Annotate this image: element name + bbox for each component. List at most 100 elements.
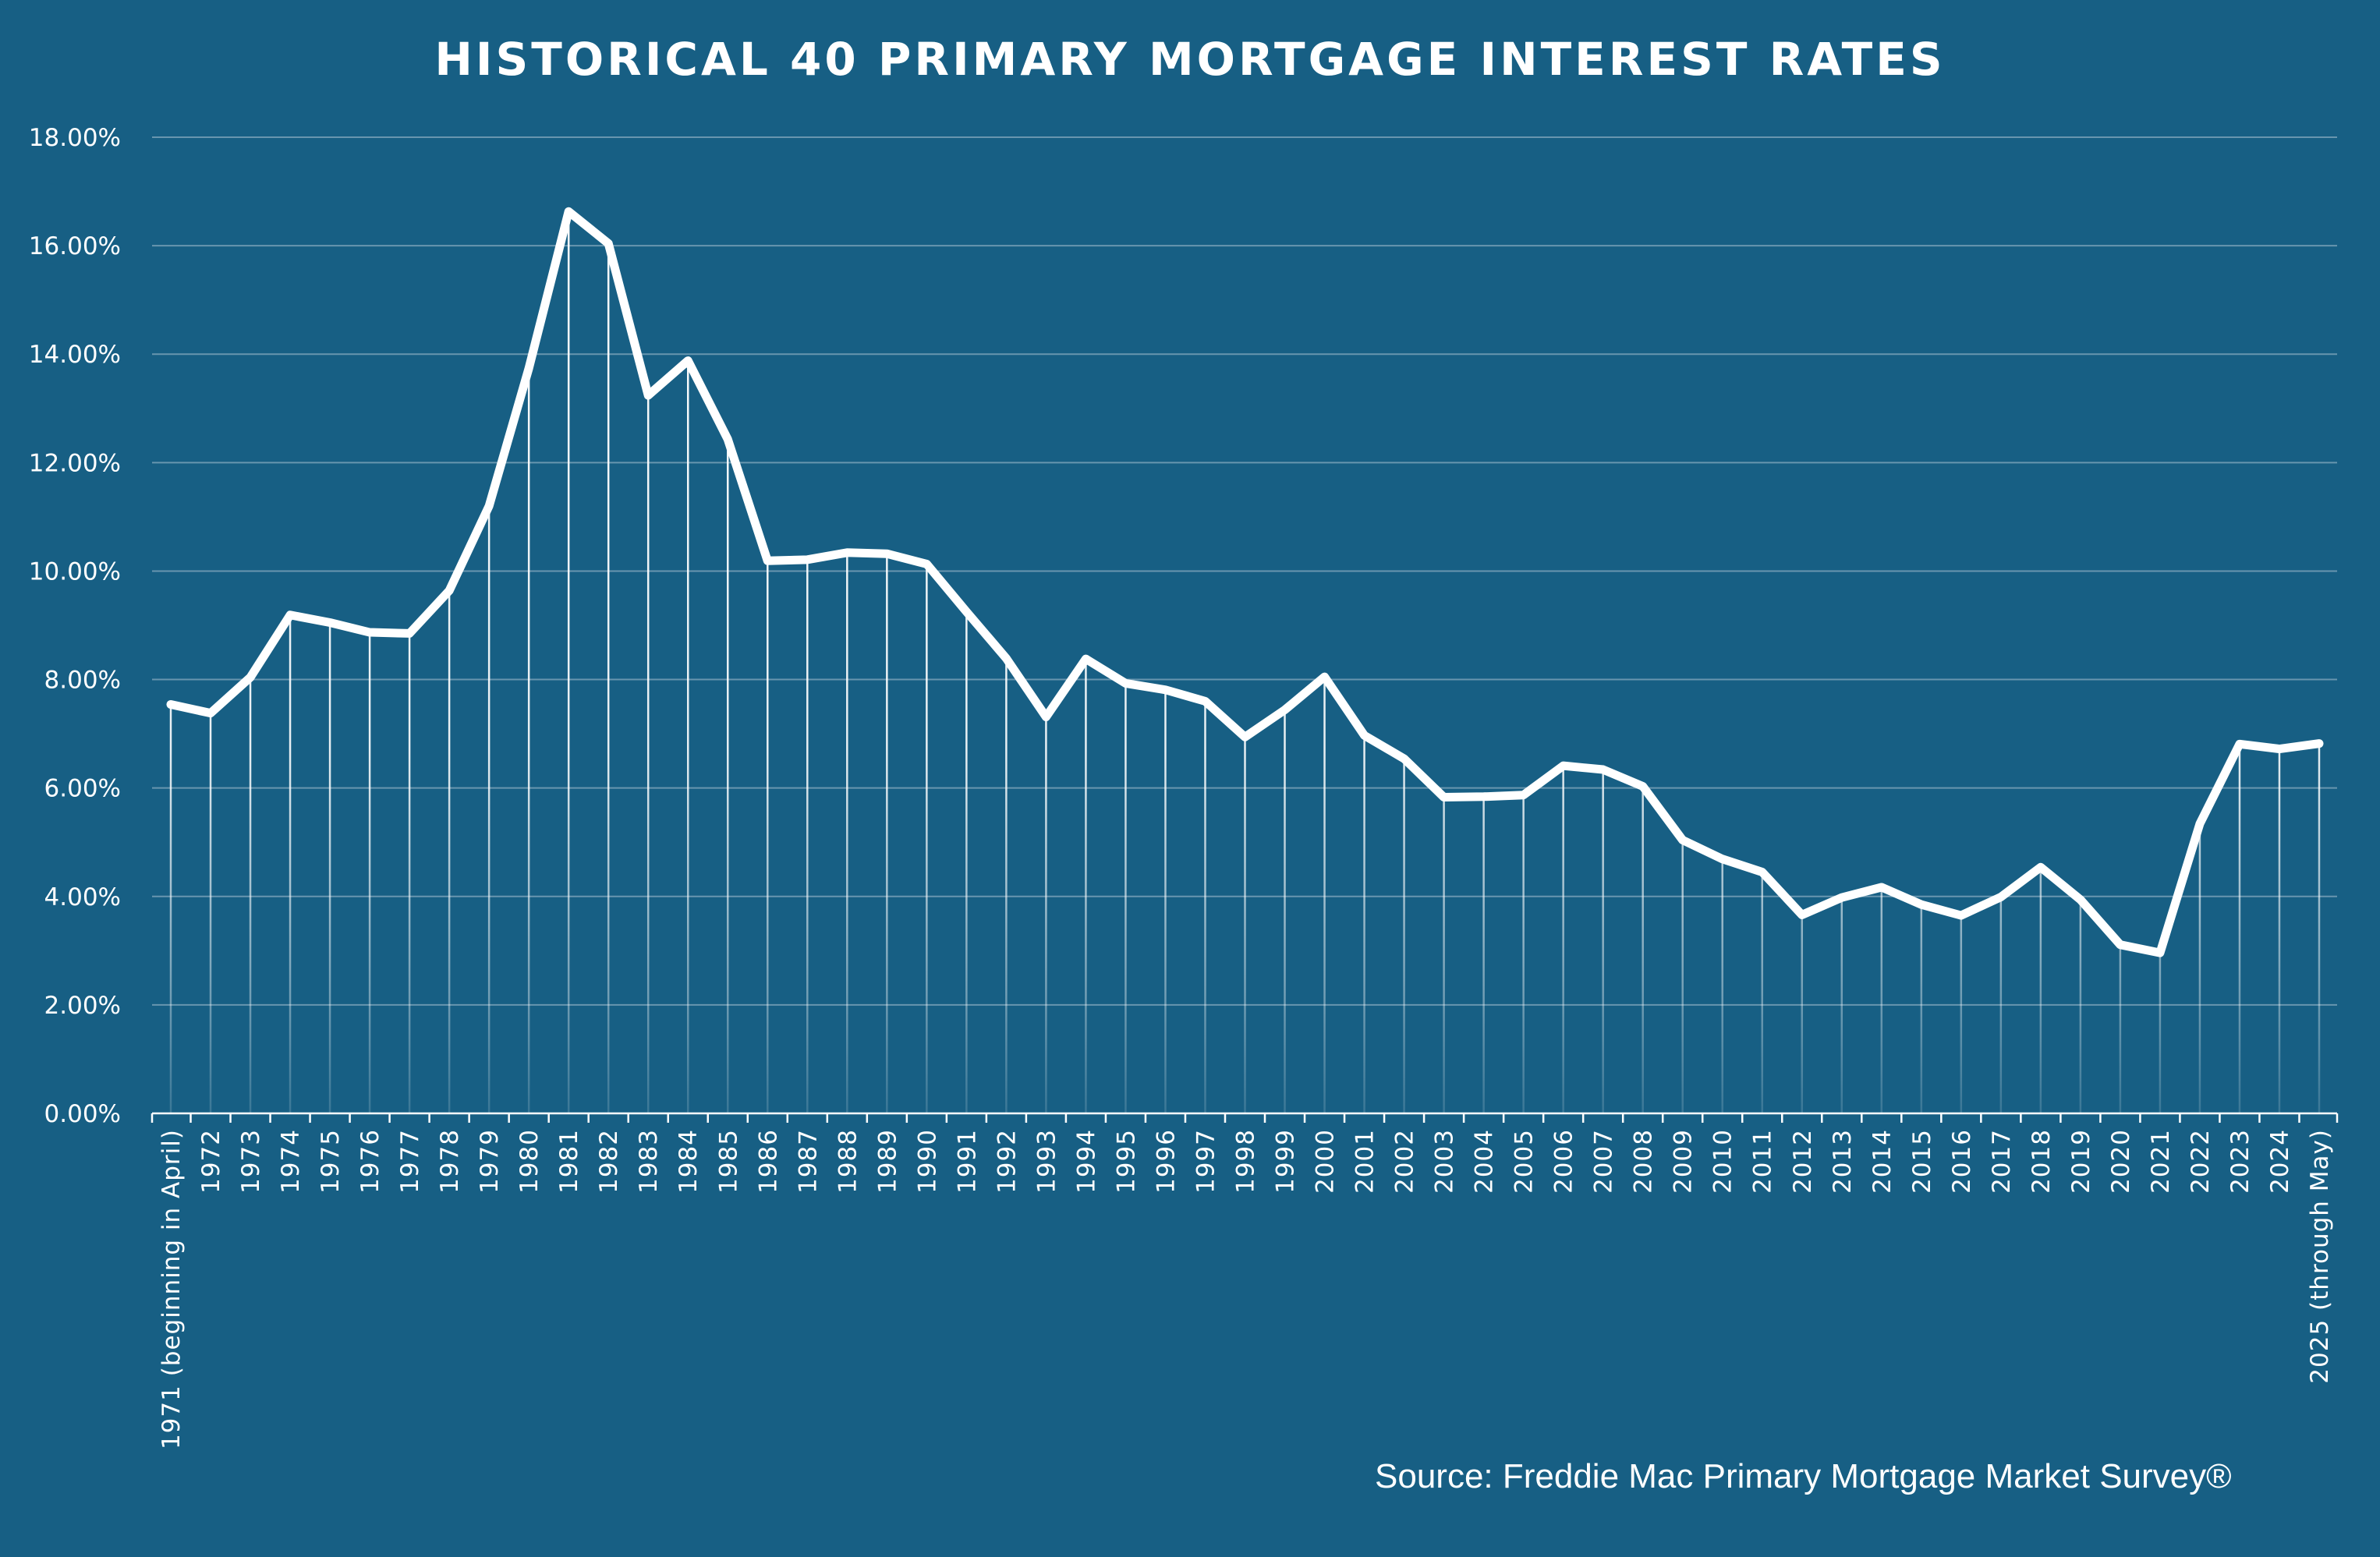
data-point <box>1241 734 1248 741</box>
x-tick-label: 1998 <box>1232 1129 1260 1194</box>
x-tick-label: 2002 <box>1391 1129 1419 1194</box>
data-point <box>1599 766 1606 773</box>
x-tick-label: 2015 <box>1908 1129 1936 1194</box>
x-axis <box>151 1112 2339 1123</box>
data-point <box>1878 883 1885 890</box>
x-tick-label: 2007 <box>1590 1129 1618 1194</box>
drop-lines <box>169 211 2321 1113</box>
data-point <box>2236 741 2243 748</box>
data-point <box>2037 864 2044 871</box>
x-tick-label: 2009 <box>1670 1129 1698 1194</box>
x-tick-label: 2017 <box>1988 1129 2016 1194</box>
data-point <box>844 549 851 556</box>
x-tick-label: 1999 <box>1272 1129 1300 1194</box>
y-tick-label: 10.00% <box>29 557 121 586</box>
x-tick-label: 1978 <box>436 1129 464 1194</box>
x-tick-label: 1971 (beginning in April) <box>158 1129 186 1449</box>
x-tick-label: 1995 <box>1112 1129 1140 1194</box>
x-tick-label: 2011 <box>1749 1129 1777 1194</box>
x-tick-label: 1976 <box>356 1129 384 1194</box>
x-tick-label: 1989 <box>873 1129 901 1194</box>
y-tick-label: 0.00% <box>44 1100 121 1128</box>
x-tick-label: 2008 <box>1630 1129 1658 1194</box>
data-point <box>2116 941 2123 948</box>
data-point <box>207 709 214 717</box>
data-point <box>406 630 413 637</box>
data-point <box>1520 791 1527 798</box>
data-point <box>247 674 254 681</box>
data-point <box>1639 783 1646 790</box>
x-tick-label: 1987 <box>794 1129 822 1194</box>
x-tick-label: 1991 <box>953 1129 981 1194</box>
data-point <box>1440 794 1447 801</box>
x-tick-label: 1986 <box>754 1129 782 1194</box>
x-tick-label: 1977 <box>396 1129 424 1194</box>
data-point <box>1401 755 1408 763</box>
data-point <box>1798 911 1805 918</box>
data-point <box>1679 837 1686 844</box>
data-point <box>764 557 771 564</box>
x-tick-label: 1985 <box>714 1129 742 1194</box>
x-tick-label: 2012 <box>1789 1129 1817 1194</box>
x-tick-label: 2001 <box>1351 1129 1379 1194</box>
chart-title: HISTORICAL 40 PRIMARY MORTGAGE INTEREST … <box>434 33 1945 86</box>
x-tick-label: 2018 <box>2028 1129 2056 1194</box>
y-tick-label: 12.00% <box>29 449 121 477</box>
x-tick-labels: 1971 (beginning in April) 1972 1973 1974 197… <box>158 1129 2334 1449</box>
data-point <box>685 357 692 364</box>
data-point <box>884 550 891 557</box>
data-point <box>1997 894 2004 901</box>
x-tick-label: 2019 <box>2067 1129 2095 1194</box>
x-tick-label: 2004 <box>1471 1129 1499 1194</box>
x-tick-label: 1990 <box>913 1129 941 1194</box>
data-point <box>168 701 174 708</box>
x-tick-label: 2010 <box>1709 1129 1737 1194</box>
data-point <box>1202 698 1209 705</box>
x-tick-label: 2014 <box>1868 1129 1897 1194</box>
data-point <box>1281 706 1288 713</box>
x-tick-label: 2013 <box>1829 1129 1857 1194</box>
x-tick-label: 2023 <box>2226 1129 2254 1194</box>
data-point <box>1162 686 1169 693</box>
data-point <box>2316 740 2322 747</box>
x-tick-label: 1974 <box>277 1129 305 1194</box>
data-point <box>565 208 572 215</box>
data-point <box>1003 655 1010 662</box>
data-point <box>605 240 612 247</box>
x-tick-label: 1993 <box>1032 1129 1061 1194</box>
data-point <box>1560 763 1567 770</box>
x-tick-label: 1988 <box>834 1129 862 1194</box>
y-tick-label: 6.00% <box>44 775 121 803</box>
x-tick-label: 1994 <box>1072 1129 1100 1194</box>
x-tick-label: 1984 <box>675 1129 703 1194</box>
x-tick-label: 1972 <box>197 1129 225 1194</box>
x-tick-label: 1973 <box>237 1129 265 1194</box>
data-point <box>1082 656 1089 663</box>
x-tick-label: 2025 (through May) <box>2306 1129 2334 1384</box>
grid-layer <box>152 136 2337 1006</box>
data-point <box>1957 912 1964 919</box>
data-point <box>2077 896 2084 903</box>
x-tick-label: 1975 <box>317 1129 345 1194</box>
data-point <box>724 436 731 443</box>
data-point <box>2276 745 2283 752</box>
data-point <box>1758 869 1766 876</box>
data-point <box>1361 732 1368 739</box>
x-tick-label: 2021 <box>2147 1129 2175 1194</box>
x-tick-label: 2005 <box>1511 1129 1539 1194</box>
series-layer <box>166 207 2324 957</box>
x-tick-label: 2022 <box>2187 1129 2215 1194</box>
x-tick-label: 1983 <box>635 1129 663 1194</box>
x-tick-label: 2006 <box>1550 1129 1578 1194</box>
data-point <box>327 619 334 626</box>
data-point <box>1321 674 1328 681</box>
data-point <box>923 561 930 568</box>
y-tick-label: 16.00% <box>29 232 121 260</box>
data-point <box>1719 855 1726 862</box>
x-tick-label: 1982 <box>595 1129 623 1194</box>
data-point <box>446 587 453 594</box>
y-axis: 0.00% 2.00% 4.00% 6.00% 8.00% 10.00% 12.00% 14.… <box>29 124 121 1128</box>
data-point <box>2156 950 2163 957</box>
